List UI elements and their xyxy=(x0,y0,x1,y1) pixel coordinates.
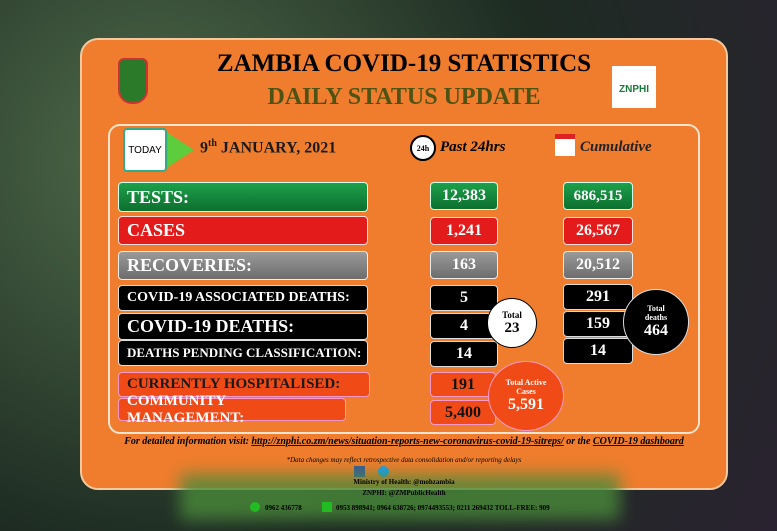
row-label: COVID-19 DEATHS: xyxy=(118,313,368,340)
or-text: or the xyxy=(566,436,591,447)
past-value: 5,400 xyxy=(430,400,496,425)
total-value: 23 xyxy=(504,319,520,336)
cumulative-value: 26,567 xyxy=(563,217,633,245)
row-label: COMMUNITY MANAGEMENT: xyxy=(118,393,346,426)
whatsapp-icon xyxy=(250,502,260,512)
ministry: Ministry of Health: @mohzambia xyxy=(353,478,455,486)
visit-text: For detailed information visit: xyxy=(124,436,249,447)
arrow xyxy=(168,133,194,167)
total-deaths-circle: Total deaths 464 xyxy=(623,289,689,355)
cumulative-header: Cumulative xyxy=(580,139,652,155)
phone1: 0962 436778 xyxy=(265,504,302,512)
znphi-handle: ZNPHI: @ZMPublicHealth xyxy=(362,489,446,497)
total-label: Total Active Cases xyxy=(505,378,547,396)
past-header: Past 24hrs xyxy=(440,139,506,155)
past-value: 14 xyxy=(430,341,498,367)
total-circle: Total 23 xyxy=(487,298,537,348)
date-day: 9 xyxy=(200,139,208,157)
row-label: RECOVERIES: xyxy=(118,251,368,280)
znphi-logo: ZNPHI xyxy=(612,66,656,108)
cumulative-value: 20,512 xyxy=(563,251,633,279)
past-value: 4 xyxy=(430,313,498,339)
twitter-icon xyxy=(378,466,389,477)
row-label: DEATHS PENDING CLASSIFICATION: xyxy=(118,340,368,366)
link[interactable]: http://znphi.co.zm/news/situation-report… xyxy=(251,436,564,447)
past-value: 12,383 xyxy=(430,182,498,210)
total-label: Total xyxy=(502,309,522,320)
total-label: Total deaths xyxy=(644,304,668,322)
calendar-icon xyxy=(555,134,575,156)
subtitle: DAILY STATUS UPDATE xyxy=(267,84,541,110)
total-value: 464 xyxy=(644,322,668,339)
row-label: CASES xyxy=(118,216,368,245)
stats-box xyxy=(108,124,700,434)
coat-of-arms xyxy=(118,58,148,104)
row-label: COVID-19 ASSOCIATED DEATHS: xyxy=(118,285,368,311)
cumulative-value: 686,515 xyxy=(563,182,633,210)
footer-band xyxy=(180,474,620,520)
row-label: CURRENTLY HOSPITALISED: xyxy=(118,372,370,397)
total-value: 5,591 xyxy=(508,396,544,413)
active-circle: Total Active Cases 5,591 xyxy=(488,361,564,431)
date: 9th JANUARY, 2021 xyxy=(200,138,336,157)
cumulative-value: 14 xyxy=(563,338,633,364)
phone2: 0953 898941; 0964 638726; 0974493553; 02… xyxy=(336,504,550,512)
past-value: 5 xyxy=(430,285,498,311)
dashboard-link[interactable]: COVID-19 dashboard xyxy=(592,436,684,447)
today-icon: TODAY xyxy=(123,128,167,172)
row-label: TESTS: xyxy=(118,182,368,212)
cumulative-value: 291 xyxy=(563,284,633,310)
past-value: 1,241 xyxy=(430,217,498,245)
title: ZAMBIA COVID-19 STATISTICS xyxy=(216,50,592,77)
past-value: 163 xyxy=(430,251,498,279)
facebook-icon xyxy=(354,466,365,477)
phone-icon xyxy=(322,502,332,512)
cumulative-value: 159 xyxy=(563,311,633,337)
footer-visit: For detailed information visit: http://z… xyxy=(80,436,728,447)
date-suffix: th xyxy=(208,138,217,149)
date-rest: JANUARY, 2021 xyxy=(220,139,337,157)
past-value: 191 xyxy=(430,372,496,397)
24h-icon: 24h xyxy=(410,135,436,161)
note: *Data changes may reflect retrospective … xyxy=(286,456,522,464)
